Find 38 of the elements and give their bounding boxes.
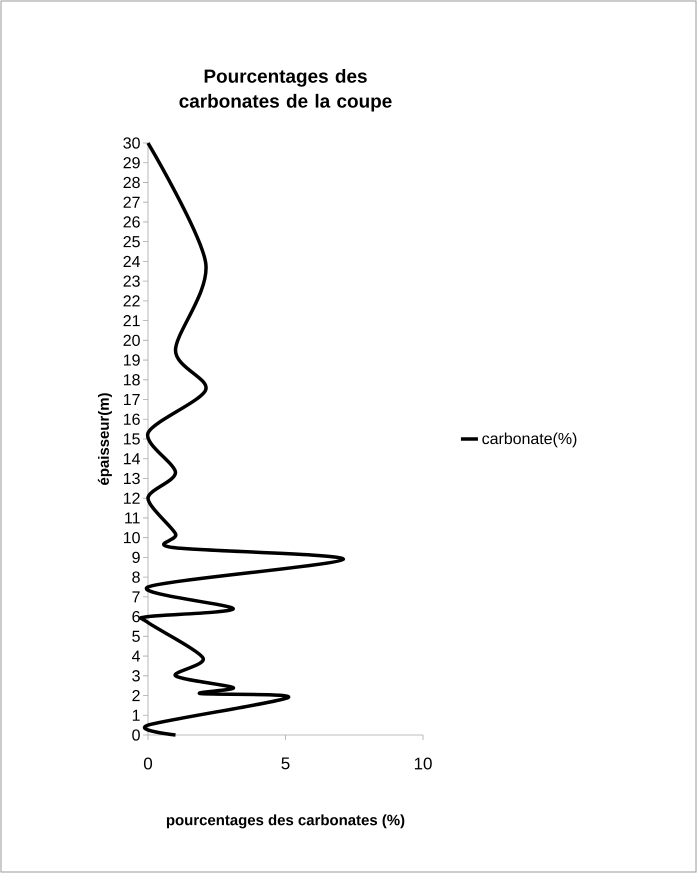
y-tick-label: 27 [124,196,140,208]
y-tick-label: 26 [124,216,140,228]
y-tick-label: 1 [132,710,140,721]
x-tick-label: 5 [281,758,290,770]
y-tick-label: 6 [132,610,140,622]
y-tick-label: 2 [132,690,140,702]
y-tick-label: 12 [124,492,140,504]
y-tick-label: 25 [124,236,140,248]
y-tick-label: 8 [132,571,140,583]
x-tick-label: 10 [414,758,432,770]
y-tick-label: 10 [124,532,140,544]
y-tick-label: 24 [124,256,140,267]
y-tick-label: 5 [132,630,140,642]
y-tick-label: 7 [132,591,140,602]
y-tick-label: 3 [132,670,140,682]
y-tick-label: 11 [125,512,140,524]
y-tick-label: 13 [124,472,140,484]
y-tick-label: 19 [124,354,140,366]
y-tick-label: 4 [132,650,140,662]
y-tick-label: 0 [132,729,140,741]
y-tick-label: 30 [123,137,140,149]
y-axis-title: épaisseur(m) [98,393,112,485]
y-tick-label: 20 [124,334,140,346]
x-tick-label: 0 [144,758,152,770]
y-tick-label: 16 [124,414,140,425]
y-tick-label: 15 [124,433,140,445]
y-tick-label: 29 [124,157,140,168]
y-tick-label: 28 [124,176,140,188]
y-tick-label: 21 [124,315,140,326]
chart-title: Pourcentages des carbonates de la coupe [179,68,392,112]
y-tick-label: 14 [124,453,140,464]
y-tick-label: 9 [132,552,140,564]
legend-label: carbonate(%) [482,432,576,448]
x-axis-title: pourcentages des carbonates (%) [166,814,404,828]
y-tick-label: 22 [124,295,140,306]
y-tick-label: 17 [124,394,140,406]
y-tick-label: 18 [124,374,140,386]
y-tick-label: 23 [124,275,140,287]
